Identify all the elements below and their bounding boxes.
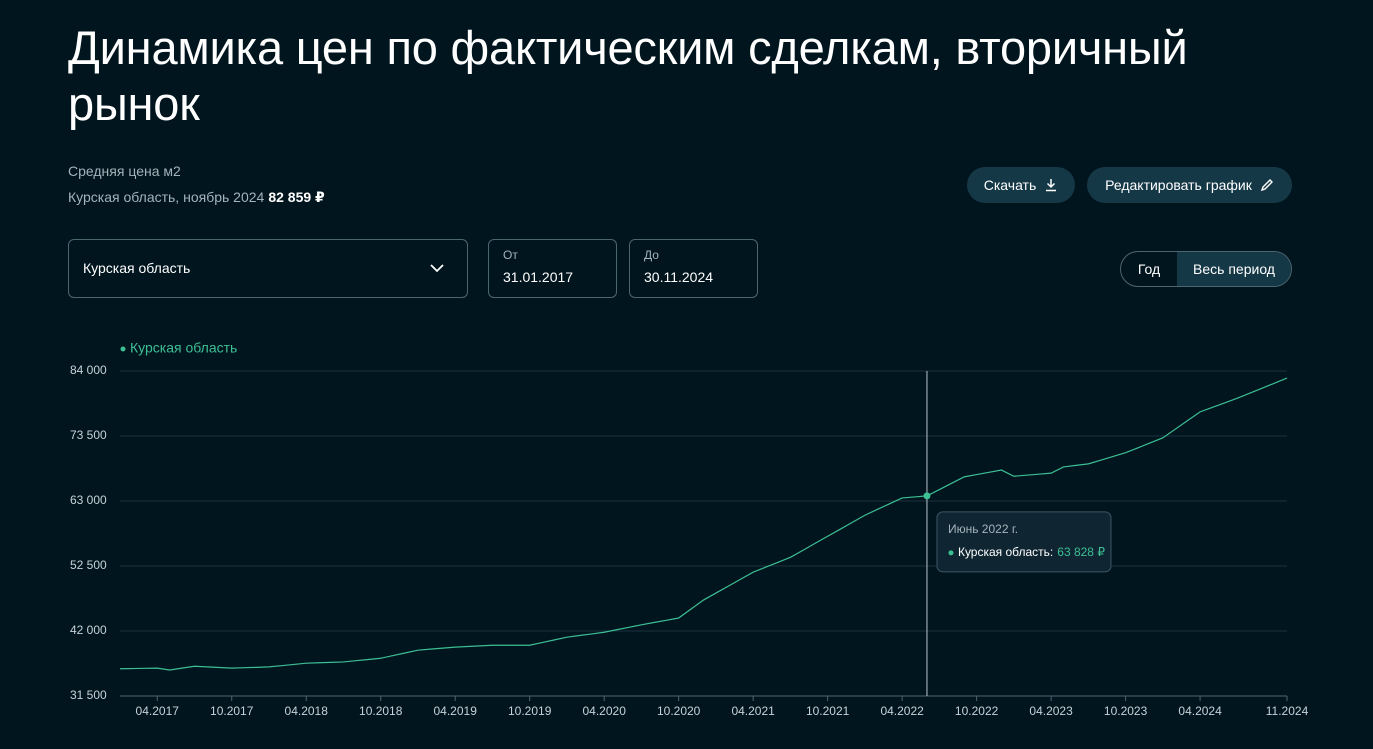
from-date[interactable]: От 31.01.2017 [488,239,617,298]
series-line [119,377,1288,671]
chevron-icon [430,264,444,273]
x-tick-label: 10.2023 [1104,704,1148,718]
y-tick-label: 73 500 [70,428,107,442]
x-tick-label: 04.2020 [582,704,626,718]
summary-value: 82 859 ₽ [268,189,325,205]
tooltip-label: Курская область: [958,545,1053,559]
x-tick-label: 04.2021 [731,704,775,718]
edit-button[interactable]: Редактировать график [1087,167,1292,203]
x-tick-label: 04.2018 [285,704,329,718]
period-all[interactable]: Весь период [1177,252,1291,286]
region-value: Курская область [83,260,191,276]
x-tick-label: 11.2024 [1266,704,1309,718]
tooltip-value: 63 828 ₽ [1057,545,1105,559]
edit-label: Редактировать график [1105,177,1252,193]
download-label: Скачать [983,177,1037,193]
x-tick-label: 10.2019 [508,704,552,718]
download-icon [1046,179,1057,192]
x-tick-label: 10.2017 [210,704,254,718]
edit-icon [1260,179,1273,192]
summary-row: Курская область, ноябрь 2024 82 859 ₽ [68,189,325,206]
from-value: 31.01.2017 [503,269,574,285]
x-tick-label: 10.2018 [359,704,403,718]
hover-point [923,492,931,500]
x-tick-label: 04.2019 [434,704,478,718]
tooltip-dot [948,550,954,556]
tooltip-box [936,511,1112,573]
period-toggle: Год Весь период [1120,251,1292,287]
download-button[interactable]: Скачать [967,167,1075,203]
x-tick-label: 10.2020 [657,704,701,718]
legend-label: Курская область [130,340,237,356]
y-tick-label: 31 500 [70,688,107,702]
from-label: От [503,248,518,262]
y-tick-label: 63 000 [70,493,107,507]
x-tick-label: 10.2021 [806,704,850,718]
x-tick-label: 04.2024 [1178,704,1222,718]
x-tick-label: 10.2022 [955,704,999,718]
to-label: До [644,248,659,262]
to-date[interactable]: До 30.11.2024 [629,239,758,298]
page-title: Динамика цен по фактическим сделкам, вто… [68,21,1188,130]
subtitle: Средняя цена м2 [68,163,181,179]
x-tick-label: 04.2023 [1029,704,1073,718]
region-select[interactable]: Курская область [68,239,468,298]
x-tick-label: 04.2022 [880,704,924,718]
y-tick-label: 84 000 [70,363,107,377]
y-tick-label: 52 500 [70,558,107,572]
tooltip-title: Июнь 2022 г. [948,522,1018,536]
to-value: 30.11.2024 [644,269,714,285]
summary: Курская область, ноябрь 2024 [68,189,265,205]
legend-dot [120,346,126,352]
x-tick-label: 04.2017 [136,704,180,718]
period-year[interactable]: Год [1137,261,1161,277]
y-tick-label: 42 000 [70,623,107,637]
